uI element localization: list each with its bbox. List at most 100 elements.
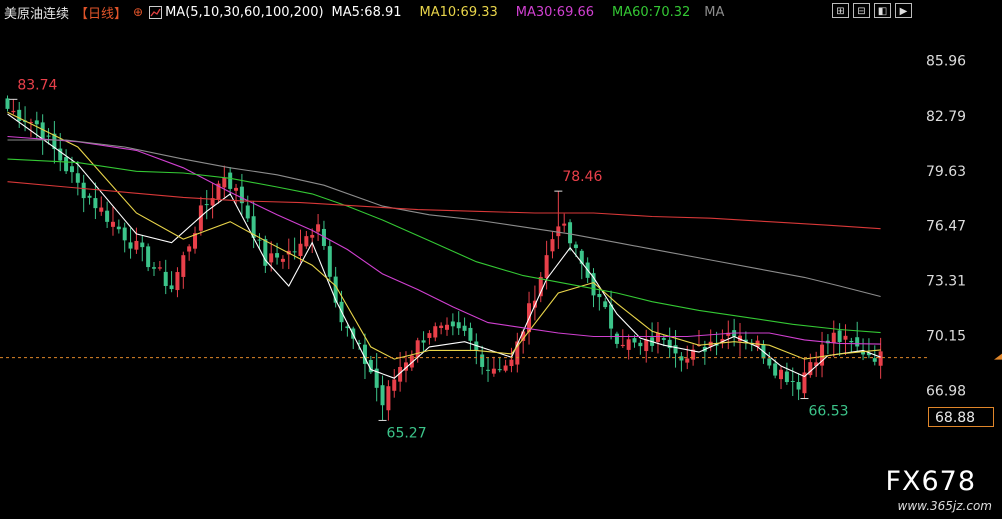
candle-body	[81, 182, 86, 199]
candle-body	[691, 349, 696, 360]
candle-body	[480, 354, 485, 367]
candle-body	[515, 341, 520, 365]
y-axis-tick-label: 82.79	[926, 109, 966, 125]
candle-body	[128, 242, 133, 249]
candle-body	[872, 358, 877, 362]
candle-body	[58, 148, 63, 161]
candle-body	[198, 205, 203, 231]
candle-body	[269, 253, 274, 263]
candle-body	[152, 267, 156, 269]
candle-body	[415, 340, 420, 358]
y-axis-tick-label: 85.96	[926, 54, 966, 70]
ma-line-ma200	[7, 181, 881, 230]
candle-body	[298, 243, 303, 256]
candle-body	[304, 236, 309, 247]
candle-body	[327, 246, 332, 277]
candle-body	[257, 239, 262, 241]
candle-body	[486, 369, 491, 371]
candle-body	[620, 344, 625, 347]
candle-body	[75, 173, 80, 183]
candle-body	[814, 362, 819, 367]
candle-body	[280, 258, 285, 262]
candle-body	[374, 368, 379, 388]
candle-body	[134, 240, 139, 250]
candle-body	[193, 233, 198, 249]
candle-body	[34, 120, 39, 125]
candle-body	[105, 210, 110, 222]
candle-body	[321, 228, 326, 246]
candle-body	[843, 335, 848, 340]
candle-body	[175, 272, 180, 291]
candle-body	[638, 342, 643, 347]
ma-line-ma30	[7, 135, 881, 345]
zoom-in-icon[interactable]: ⊞	[832, 3, 849, 18]
candle-body	[497, 369, 502, 371]
candle-body	[11, 110, 16, 113]
candle-body	[234, 187, 239, 191]
candle-body	[784, 371, 789, 383]
candle-body	[216, 183, 221, 200]
candle-body	[509, 359, 514, 367]
candle-body	[538, 276, 543, 297]
ma-line-ma10	[7, 111, 881, 360]
candle-body	[210, 198, 215, 206]
candle-body	[368, 359, 373, 373]
candle-body	[333, 276, 338, 303]
zoom-out-icon[interactable]: ⊟	[853, 3, 870, 18]
candle-body	[69, 166, 74, 173]
candle-body	[562, 223, 567, 226]
candle-body	[468, 327, 473, 341]
candle-body	[427, 333, 432, 338]
candle-body	[17, 109, 22, 121]
candle-body	[550, 239, 555, 252]
candle-body	[456, 322, 461, 329]
ma-line-ma5	[7, 113, 881, 379]
watermark-site: www.365jz.com	[897, 499, 992, 513]
candle-body	[462, 325, 467, 331]
period-selector[interactable]: 【日线】	[75, 6, 128, 22]
candle-body	[632, 338, 637, 343]
instrument-title[interactable]: 美原油连续	[4, 6, 70, 22]
high-annotation: 83.74	[17, 77, 57, 93]
circle-plus-icon[interactable]: ⊕	[133, 5, 144, 19]
candle-body	[263, 239, 268, 266]
candle-body	[357, 342, 362, 344]
candle-body	[609, 304, 614, 329]
candle-body	[380, 385, 385, 406]
ma-params-label[interactable]: MA(5,10,30,60,100,200)	[165, 4, 324, 20]
candle-body	[52, 133, 57, 150]
candle-body	[655, 333, 660, 342]
chart-indicator-icon[interactable]	[149, 5, 163, 19]
y-axis-tick-label: 73.31	[926, 274, 966, 290]
candle-body	[790, 380, 795, 382]
candle-body	[556, 226, 561, 237]
candle-body	[222, 177, 227, 188]
candle-body	[439, 325, 444, 328]
ma60-value: MA60:70.32	[612, 4, 691, 20]
candle-body	[169, 285, 174, 290]
candle-body	[5, 98, 10, 109]
candle-body	[204, 204, 209, 206]
ma10-value: MA10:69.33	[419, 4, 498, 20]
prev-icon[interactable]: ◧	[874, 3, 891, 18]
candle-body	[140, 242, 145, 248]
candle-body	[603, 301, 608, 308]
candle-body	[837, 330, 842, 343]
candle-body	[292, 251, 297, 253]
candle-body	[808, 362, 813, 376]
candle-body	[310, 234, 315, 238]
candle-body	[187, 246, 192, 252]
candle-body	[93, 198, 98, 209]
candle-body	[820, 344, 825, 366]
candle-body	[767, 358, 772, 366]
candle-body	[110, 221, 115, 227]
candle-body	[116, 226, 121, 230]
next-icon[interactable]: ▶	[895, 3, 912, 18]
candle-body	[445, 324, 449, 330]
candle-body	[392, 379, 397, 391]
candle-body	[679, 356, 684, 361]
candle-body	[163, 271, 168, 286]
candle-body	[861, 351, 866, 355]
y-axis-tick-label: 76.47	[926, 219, 966, 235]
